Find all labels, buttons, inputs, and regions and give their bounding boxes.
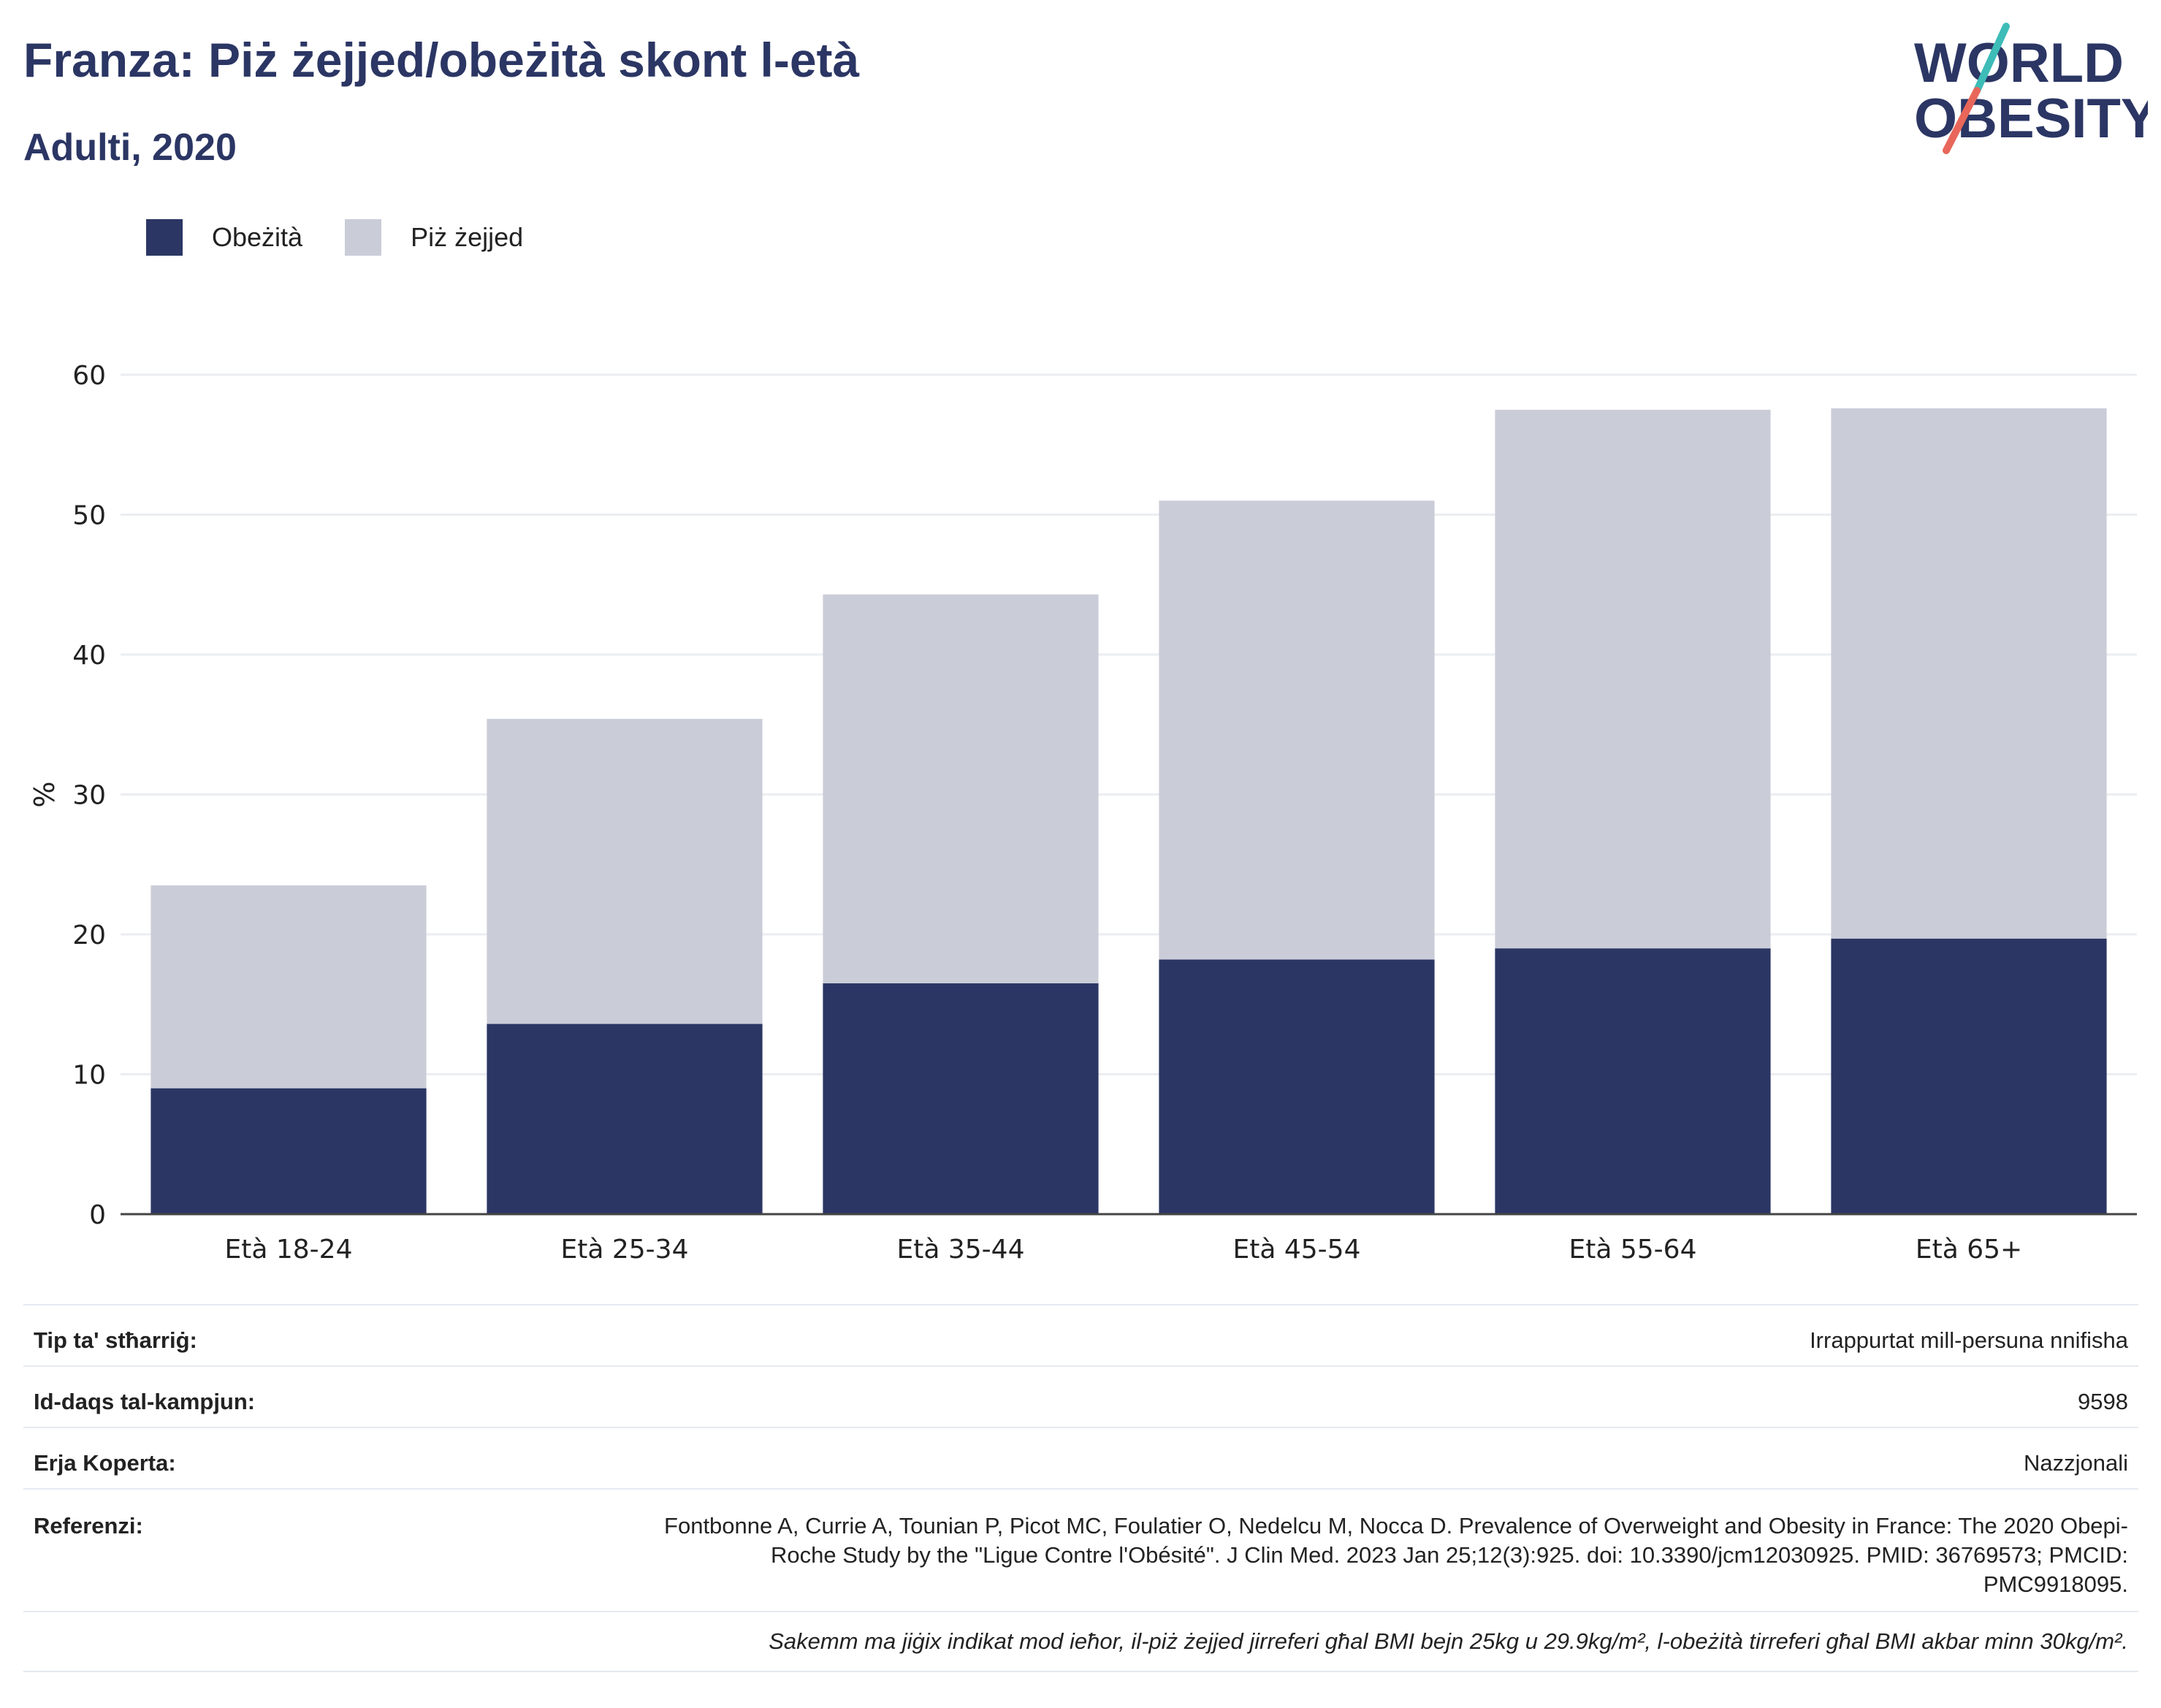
metadata-table: Tip ta' stħarriġ: Irrappurtat mill-persu… [23,1304,2138,1672]
bar-obesity [823,983,1099,1214]
x-tick-label: Età 55-64 [1569,1235,1697,1265]
references-label: Referenzi: [34,1513,143,1539]
bar-overweight [1831,408,2107,939]
x-tick-label: Età 65+ [1916,1235,2022,1265]
legend-item-overweight: Piż żejjed [345,219,523,256]
sample-size-label: Id-daqs tal-kampjun: [34,1389,256,1414]
world-obesity-logo: WORLD OBESITY [1914,23,2148,154]
x-tick-label: Età 18-24 [225,1235,353,1265]
chart-title: Franza: Piż żejjed/obeżità skont l-età [23,33,860,87]
bar-overweight [1159,500,1435,960]
bar-obesity [1159,959,1435,1214]
y-tick-label: 10 [72,1061,106,1091]
bar-obesity [1831,938,2107,1214]
chart-subtitle: Adulti, 2020 [23,126,237,169]
coverage-label: Erja Koperta: [34,1450,176,1476]
bar-overweight [1495,409,1771,949]
sample-size-row: Id-daqs tal-kampjun: 9598 [23,1365,2138,1427]
bar-obesity [1495,948,1771,1214]
chart-legend: Obeżità Piż żejjed [146,219,565,256]
y-axis-title: % [28,781,61,807]
y-tick-label: 30 [72,781,106,811]
legend-swatch-obesity [146,219,183,256]
references-value: Fontbonne A, Currie A, Tounian P, Picot … [664,1513,2128,1597]
legend-label-obesity: Obeżità [212,222,303,252]
sample-size-value: 9598 [2078,1389,2128,1414]
x-tick-label: Età 35-44 [897,1235,1025,1265]
bar-overweight [150,885,427,1089]
bar-chart: 0 10 20 30 40 50 60% Età 18-24 Età 25-34 Età 35-4… [28,361,2137,1265]
bar-obesity [150,1088,427,1214]
legend-swatch-overweight [345,219,382,256]
definition-note: Sakemm ma jiġix indikat mod ieħor, il-pi… [23,1611,2138,1672]
coverage-row: Erja Koperta: Nazzjonali [23,1427,2138,1488]
x-tick-label: Età 25-34 [561,1235,689,1265]
bar-obesity [487,1023,763,1214]
references-row: Referenzi: Fontbonne A, Currie A, Tounia… [23,1488,2138,1611]
bar-overweight [487,719,763,1024]
survey-type-label: Tip ta' stħarriġ: [34,1327,197,1353]
legend-label-overweight: Piż żejjed [411,222,524,252]
svg-text:WORLD: WORLD [1914,32,2124,94]
y-tick-label: 60 [72,361,106,391]
y-tick-label: 50 [72,501,106,531]
y-tick-label: 0 [89,1200,106,1230]
bar-overweight [823,594,1099,984]
y-tick-label: 40 [72,641,106,671]
survey-type-value: Irrappurtat mill-persuna nnifisha [1810,1327,2128,1353]
coverage-value: Nazzjonali [2023,1450,2128,1476]
x-tick-label: Età 45-54 [1233,1235,1361,1265]
survey-type-row: Tip ta' stħarriġ: Irrappurtat mill-persu… [23,1304,2138,1365]
legend-item-obesity: Obeżità [146,219,302,256]
y-tick-label: 20 [72,920,106,950]
